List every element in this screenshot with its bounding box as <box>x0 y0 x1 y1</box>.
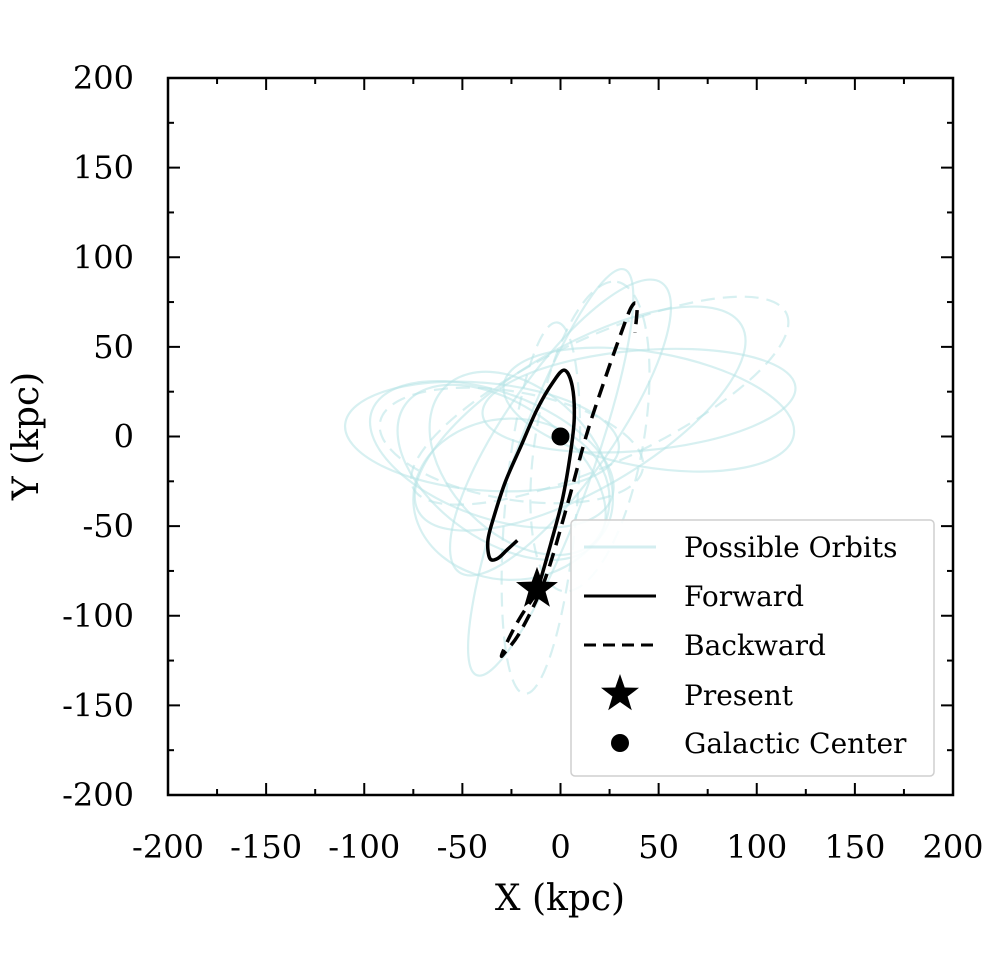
legend-label-galactic-center: Galactic Center <box>684 727 907 760</box>
y-tick-label: 0 <box>114 418 134 456</box>
possible-orbits-layer <box>343 267 797 696</box>
galactic-center-marker <box>551 427 570 446</box>
possible-orbit <box>412 417 611 581</box>
x-tick-label: 150 <box>824 828 885 866</box>
markers-layer <box>516 427 570 607</box>
y-tick-label: -150 <box>62 686 134 724</box>
legend-label-backward: Backward <box>684 629 826 662</box>
orbit-lines-layer <box>485 301 639 658</box>
legend-swatch-present <box>601 674 639 711</box>
x-tick-label: -100 <box>328 828 400 866</box>
legend-label-forward: Forward <box>684 580 804 613</box>
possible-orbit <box>378 386 645 505</box>
possible-orbit <box>529 280 651 593</box>
x-axis-label: X (kpc) <box>495 878 625 919</box>
possible-orbit <box>500 321 582 696</box>
y-tick-label: 100 <box>73 238 134 276</box>
x-tick-label: 0 <box>550 828 570 866</box>
x-tick-label: 100 <box>726 828 787 866</box>
legend: Possible Orbits Forward Backward Present… <box>570 519 935 777</box>
backward-orbit-line <box>499 301 639 658</box>
y-tick-label: 150 <box>73 149 134 187</box>
possible-orbit <box>410 295 790 506</box>
tick-labels-layer: -200 -150 -100 -50 0 50 100 150 200-200-150-100-… <box>62 59 983 866</box>
y-tick-label: -50 <box>82 507 134 545</box>
x-tick-label: 50 <box>638 828 679 866</box>
y-tick-label: -100 <box>62 597 134 635</box>
y-tick-label: 50 <box>93 328 134 366</box>
present-star-marker <box>516 566 558 607</box>
legend-label-present: Present <box>684 679 794 712</box>
possible-orbit <box>343 380 621 493</box>
x-tick-label: -150 <box>230 828 302 866</box>
y-tick-label: 200 <box>73 59 134 97</box>
x-tick-label: -200 <box>132 828 204 866</box>
x-tick-label: -50 <box>437 828 489 866</box>
ticks-layer <box>167 77 954 796</box>
y-tick-label: -200 <box>62 776 134 814</box>
legend-swatch-galactic-center <box>611 734 629 752</box>
forward-orbit-line <box>485 368 577 593</box>
legend-label-possible-orbits: Possible Orbits <box>684 531 897 564</box>
legend-box <box>570 519 935 777</box>
possible-orbit <box>413 305 747 532</box>
y-axis-label: Y (kpc) <box>6 372 47 501</box>
x-tick-label: 200 <box>922 828 983 866</box>
legend-star-shape <box>601 674 639 711</box>
